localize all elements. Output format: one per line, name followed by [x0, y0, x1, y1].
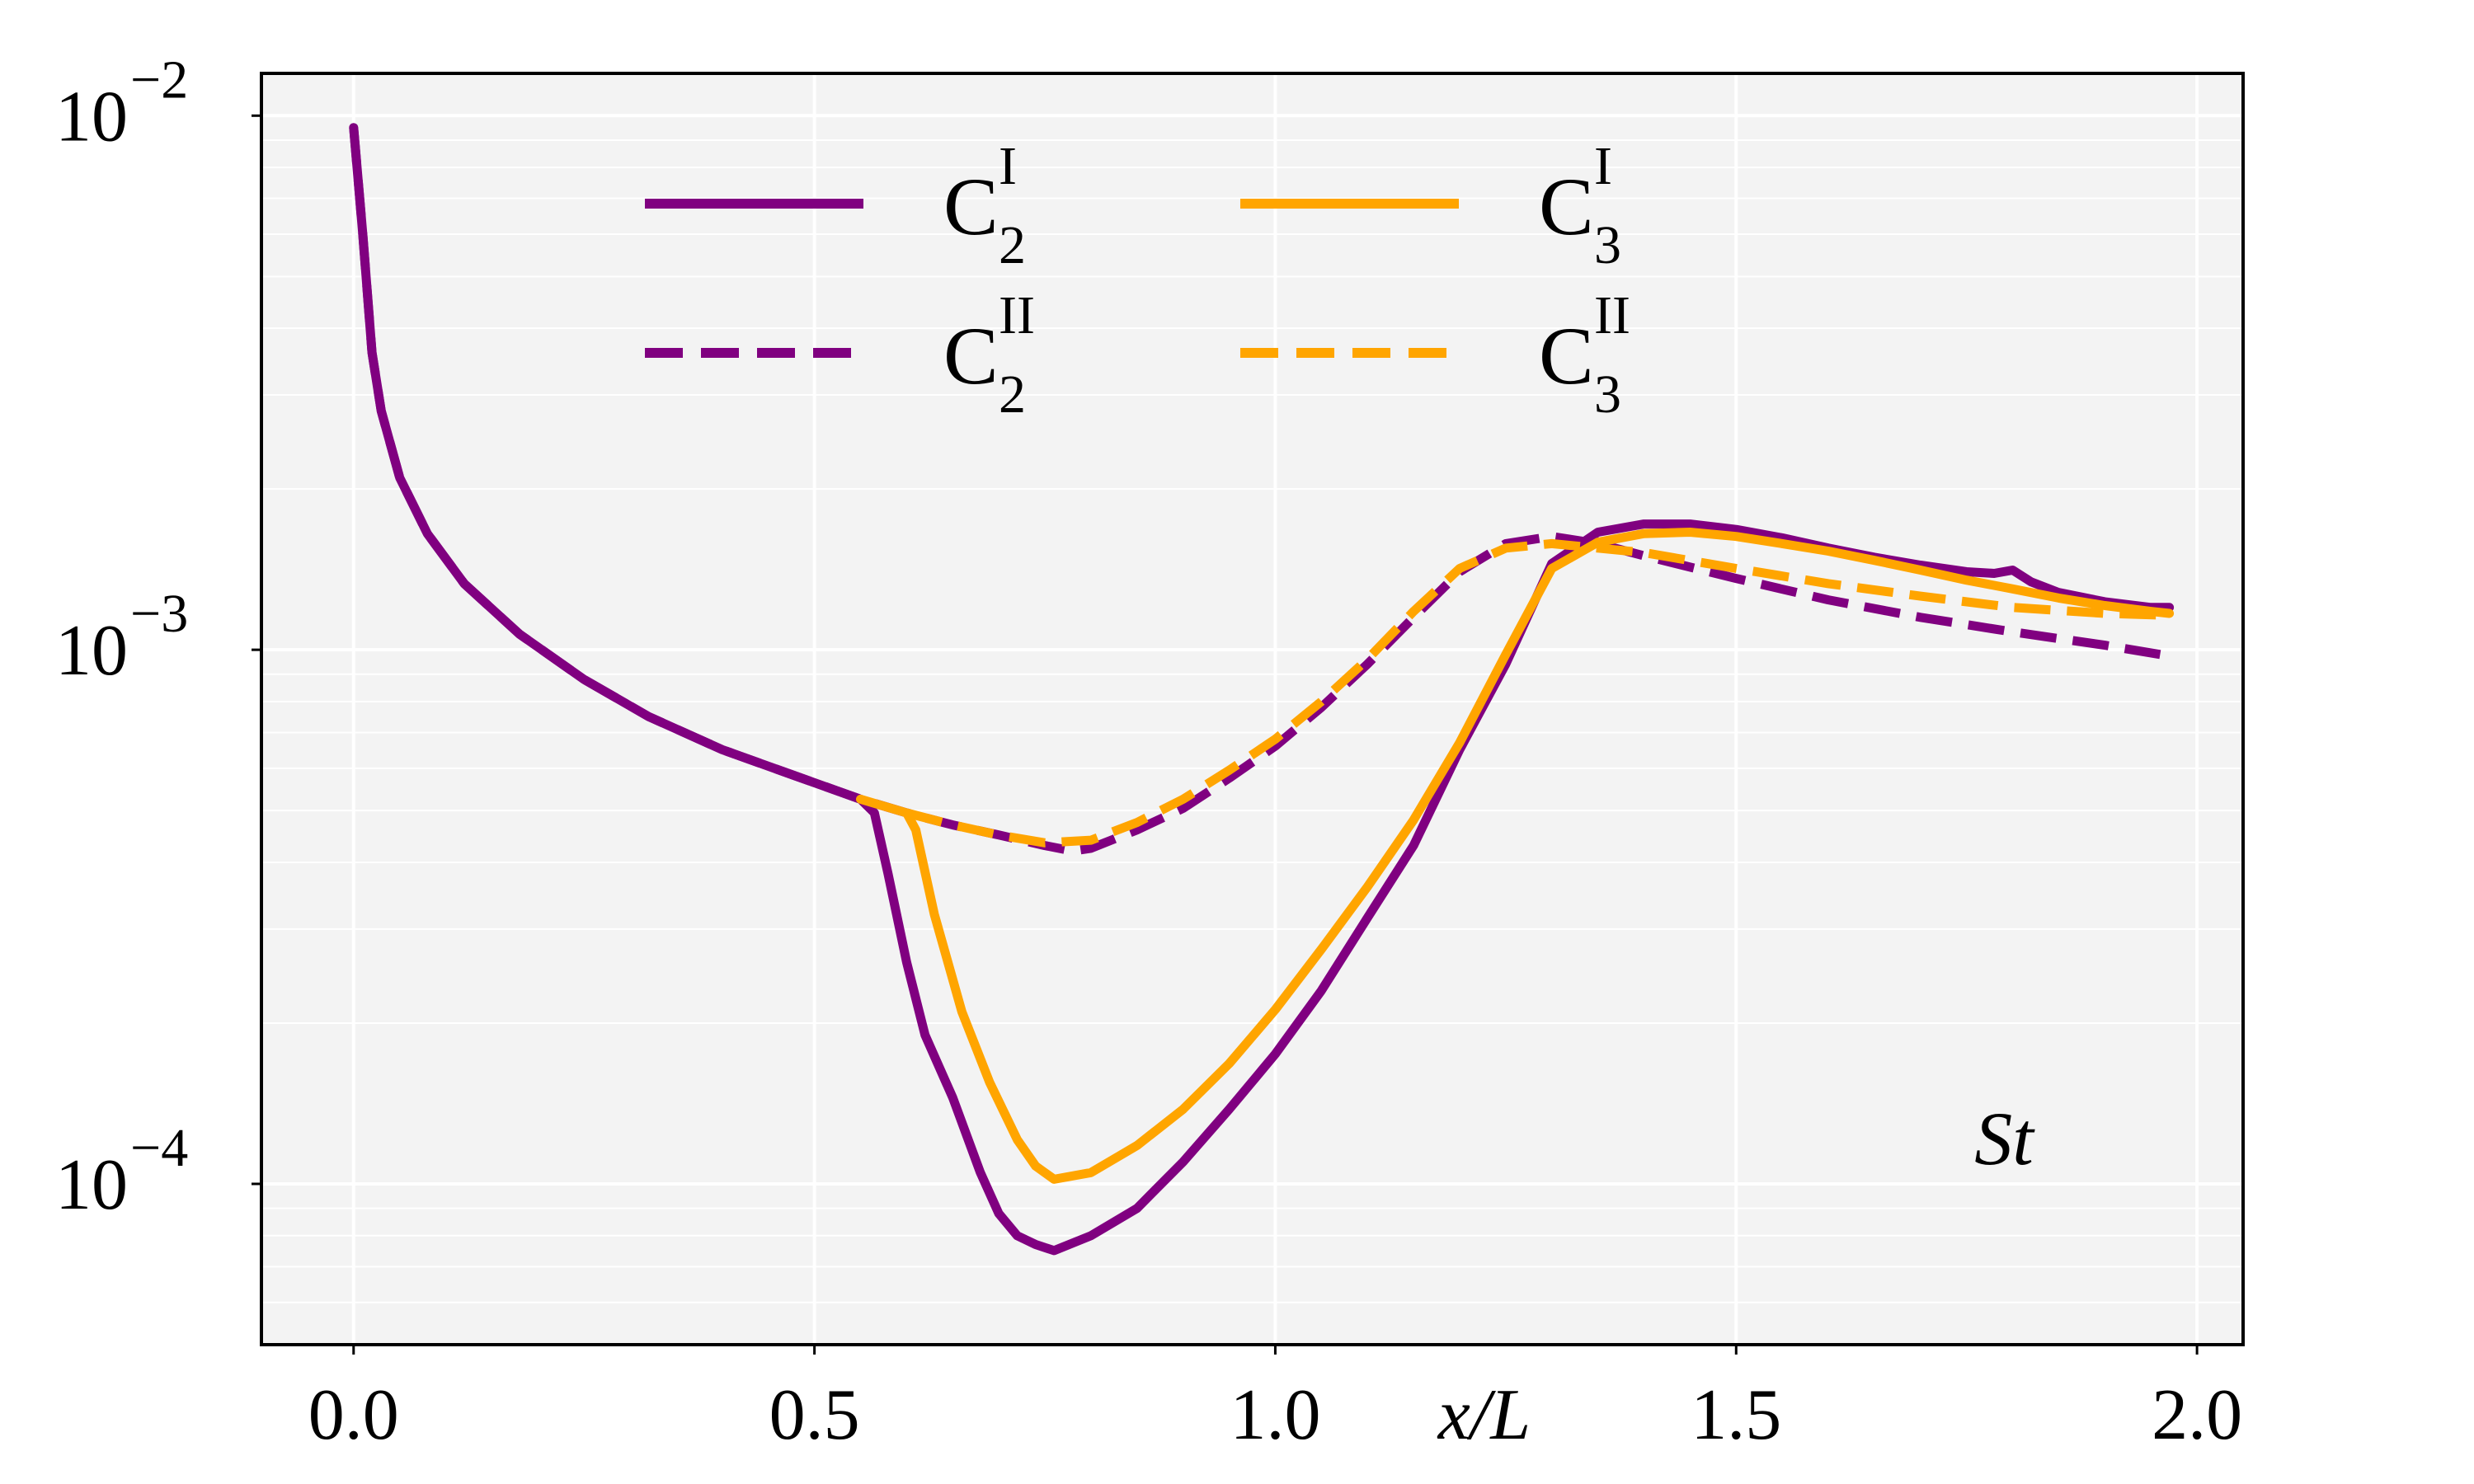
legend-label-superscript: II — [999, 285, 1035, 345]
y-tick-label-exponent: −2 — [130, 49, 188, 110]
y-tick-label-exponent: −4 — [130, 1118, 188, 1178]
y-tick-label-base: 10 — [55, 1145, 128, 1225]
x-axis: 0.0 0.5 1.0 1.5 2.0 — [308, 1345, 2242, 1455]
grid — [261, 73, 2243, 1345]
legend-label-subscript: 3 — [1594, 364, 1621, 425]
series-line-c3-ii — [905, 538, 2170, 848]
legend-label-base: C — [943, 161, 999, 252]
x-axis-label: x/L — [1437, 1375, 1531, 1455]
series-line-c2-ii — [349, 127, 2161, 856]
x-tick-label: 1.0 — [1230, 1375, 1320, 1455]
series-line-c3-i — [856, 528, 2175, 1184]
x-tick-label: 0.5 — [769, 1375, 860, 1455]
y-tick-label-base: 10 — [55, 77, 128, 157]
legend-label-subscript: 2 — [999, 364, 1026, 425]
st-annotation: St — [1974, 1097, 2035, 1181]
x-tick-label: 0.0 — [308, 1375, 399, 1455]
y-tick-label-exponent: −3 — [130, 584, 188, 644]
legend-label-superscript: II — [1594, 285, 1630, 345]
legend-label-superscript: I — [1594, 136, 1612, 196]
series-layer — [349, 123, 2175, 1256]
legend-label-base: C — [1539, 161, 1594, 252]
y-tick-label-base: 10 — [55, 611, 128, 691]
y-axis: 10−210−310−4 — [55, 49, 261, 1225]
plot-area — [261, 73, 2243, 1345]
x-tick-label: 2.0 — [2152, 1375, 2242, 1455]
x-tick-label: 1.5 — [1691, 1375, 1781, 1455]
legend-label-base: C — [943, 310, 999, 402]
legend-label-superscript: I — [999, 136, 1017, 196]
legend-label-subscript: 3 — [1594, 215, 1621, 275]
legend-label-subscript: 2 — [999, 215, 1026, 275]
legend-label-base: C — [1539, 310, 1594, 402]
plot-frame — [260, 72, 2245, 1346]
